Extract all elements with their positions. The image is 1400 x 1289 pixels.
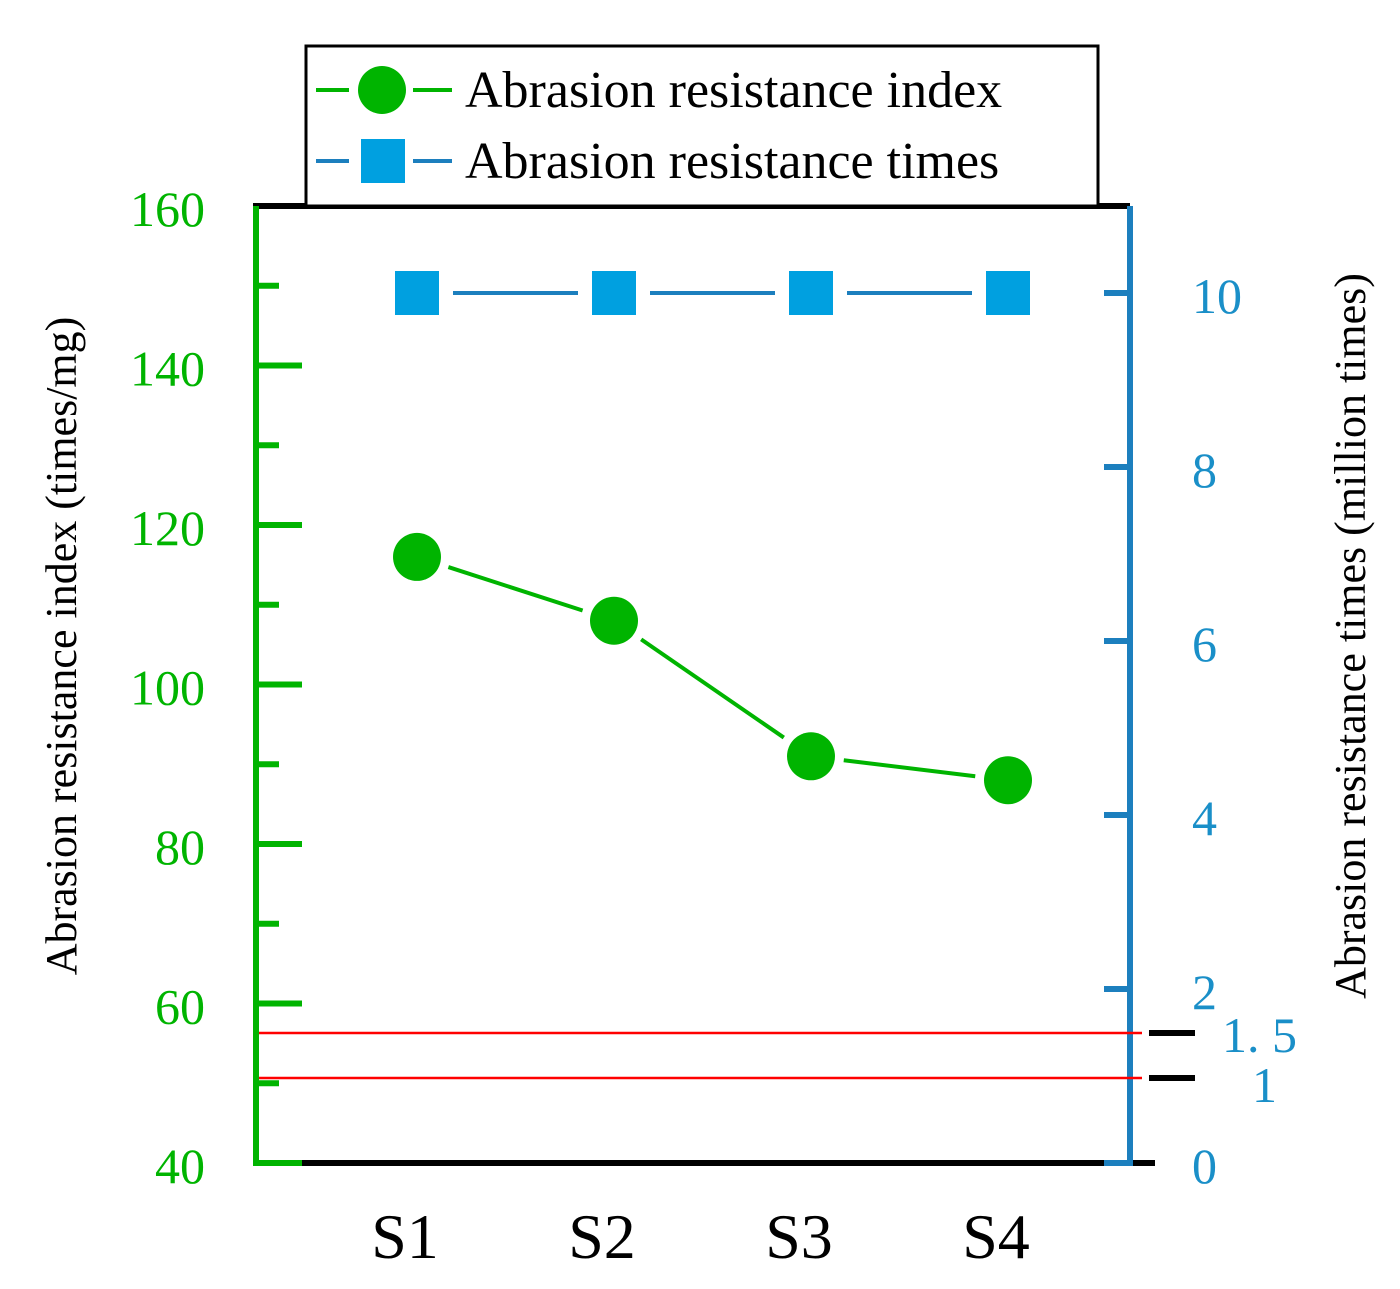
left-y-ticks (256, 282, 302, 1087)
left-tick-label: 60 (155, 979, 205, 1035)
legend-box (304, 44, 1100, 208)
legend-label: Abrasion resistance times (465, 133, 999, 190)
index-data-point (393, 532, 441, 581)
x-category-label: S1 (371, 1201, 439, 1272)
series-layer (393, 271, 1032, 805)
legend: Abrasion resistance index Abrasion resist… (304, 44, 1100, 208)
times-data-point (789, 271, 833, 315)
times-data-point (592, 271, 636, 315)
right-tick-label: 0 (1192, 1138, 1217, 1194)
times-data-point (986, 271, 1030, 315)
right-tick-label: 8 (1192, 442, 1217, 498)
left-tick-label: 80 (155, 819, 205, 875)
left-tick-label: 100 (130, 660, 205, 716)
right-tick-label: 2 (1192, 964, 1217, 1020)
left-tick-label: 120 (130, 500, 205, 556)
left-tick-label: 40 (155, 1138, 205, 1194)
right-y-tick-labels: 0 2 4 6 8 10 (1192, 268, 1242, 1194)
x-category-label: S3 (765, 1201, 833, 1272)
reference-lines: 1. 51 (259, 1007, 1297, 1113)
left-y-tick-labels: 40 60 80 100 120 140 160 (130, 181, 205, 1194)
series-line-segment (640, 637, 785, 740)
x-category-label: S2 (568, 1201, 636, 1272)
legend-circle-marker (358, 66, 406, 114)
right-tick-label: 4 (1192, 790, 1217, 846)
left-tick-label: 160 (130, 181, 205, 237)
right-y-axis-title: Abrasion resistance times (million times… (1326, 273, 1375, 999)
right-tick-label: 10 (1192, 268, 1242, 324)
right-y-ticks (1104, 290, 1130, 1079)
index-data-point (787, 732, 835, 781)
times-data-point (395, 271, 439, 315)
legend-label: Abrasion resistance index (465, 62, 1002, 119)
left-tick-label: 140 (130, 341, 205, 397)
left-y-axis-title: Abrasion resistance index (times/mg) (37, 317, 86, 976)
right-tick-label: 6 (1192, 616, 1217, 672)
index-data-point (590, 596, 638, 645)
x-axis-labels: S1 S2 S3 S4 (371, 1201, 1030, 1272)
reference-label: 1 (1252, 1057, 1277, 1113)
reference-label: 1. 5 (1222, 1007, 1297, 1063)
series-line-segment (447, 565, 584, 613)
series-line-segment (843, 758, 976, 779)
index-data-point (984, 756, 1032, 805)
legend-square-marker (361, 139, 405, 183)
x-category-label: S4 (962, 1201, 1030, 1272)
